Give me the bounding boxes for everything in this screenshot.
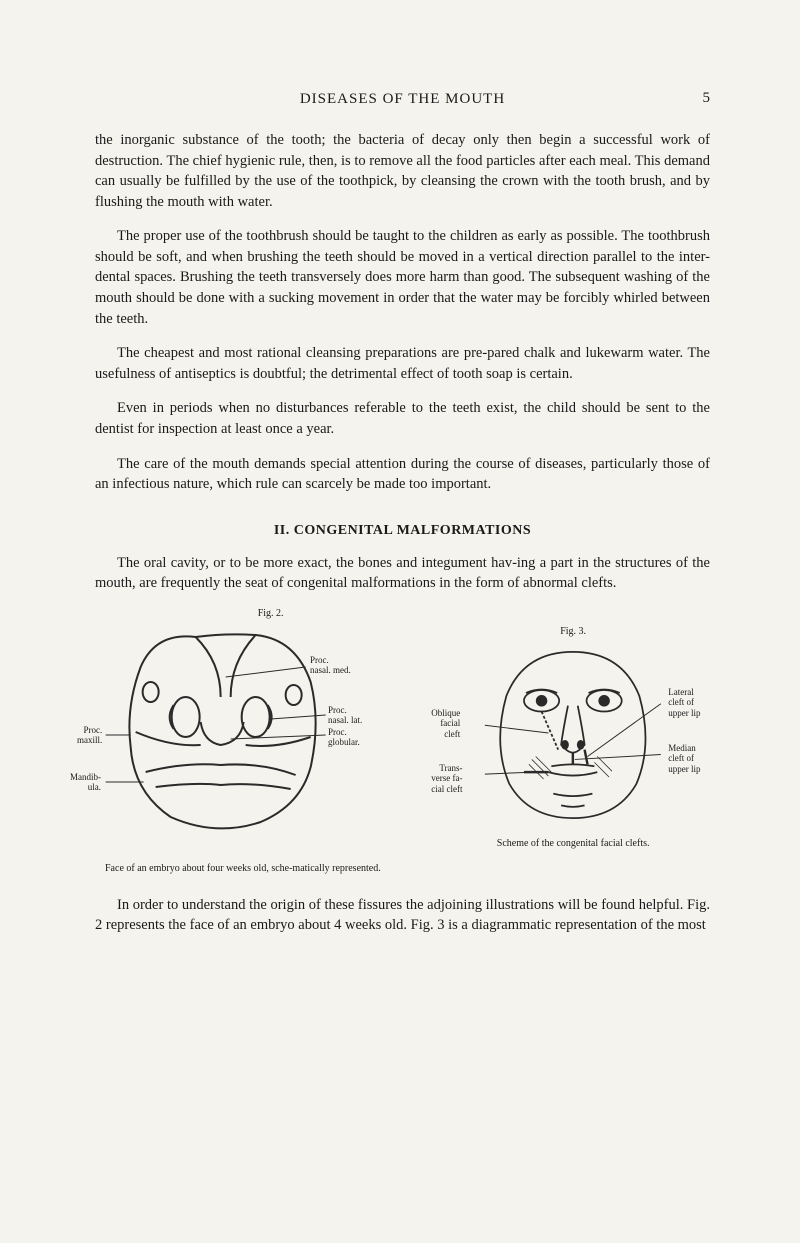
figure-2: Fig. 2. [95, 608, 416, 875]
page-number: 5 [703, 90, 711, 107]
page-header-title: DISEASES OF THE MOUTH [300, 91, 505, 108]
label-proc-nasal-lat: Proc. nasal. lat. [328, 705, 362, 726]
fig-3-caption: Scheme of the congenital facial clefts. [436, 837, 710, 850]
paragraph-2: The proper use of the toothbrush should … [95, 226, 710, 329]
figure-3: Fig. 3. [436, 608, 710, 850]
closing-paragraph: In order to understand the origin of the… [95, 895, 710, 936]
section-intro: The oral cavity, or to be more exact, th… [95, 553, 710, 594]
paragraph-4: Even in periods when no disturbances ref… [95, 398, 710, 439]
section-heading: II. CONGENITAL MALFORMATIONS [95, 523, 710, 539]
label-lateral-cleft-upper-lip: Lateral cleft of upper lip [668, 687, 700, 718]
label-median-cleft-upper-lip: Median cleft of upper lip [668, 743, 700, 774]
fig-3-diagram [436, 645, 710, 825]
figures-container: Fig. 2. [95, 608, 710, 875]
label-proc-globular: Proc. globular. [328, 727, 360, 748]
fig-2-diagram [95, 627, 416, 837]
paragraph-3: The cheapest and most rational cleansing… [95, 343, 710, 384]
label-transverse-facial-cleft: Trans- verse fa- cial cleft [431, 763, 462, 794]
label-oblique-facial-cleft: Oblique facial cleft [431, 708, 460, 739]
paragraph-1: the inorganic substance of the tooth; th… [95, 130, 710, 212]
label-proc-nasal-med: Proc. nasal. med. [310, 655, 351, 676]
label-mandibula: Mandib- ula. [70, 772, 101, 793]
fig-2-label: Fig. 2. [125, 608, 416, 619]
label-proc-maxill: Proc. maxill. [77, 725, 102, 746]
fig-3-label: Fig. 3. [436, 626, 710, 637]
paragraph-5: The care of the mouth demands special at… [95, 454, 710, 495]
fig-2-caption: Face of an embryo about four weeks old, … [95, 862, 416, 875]
